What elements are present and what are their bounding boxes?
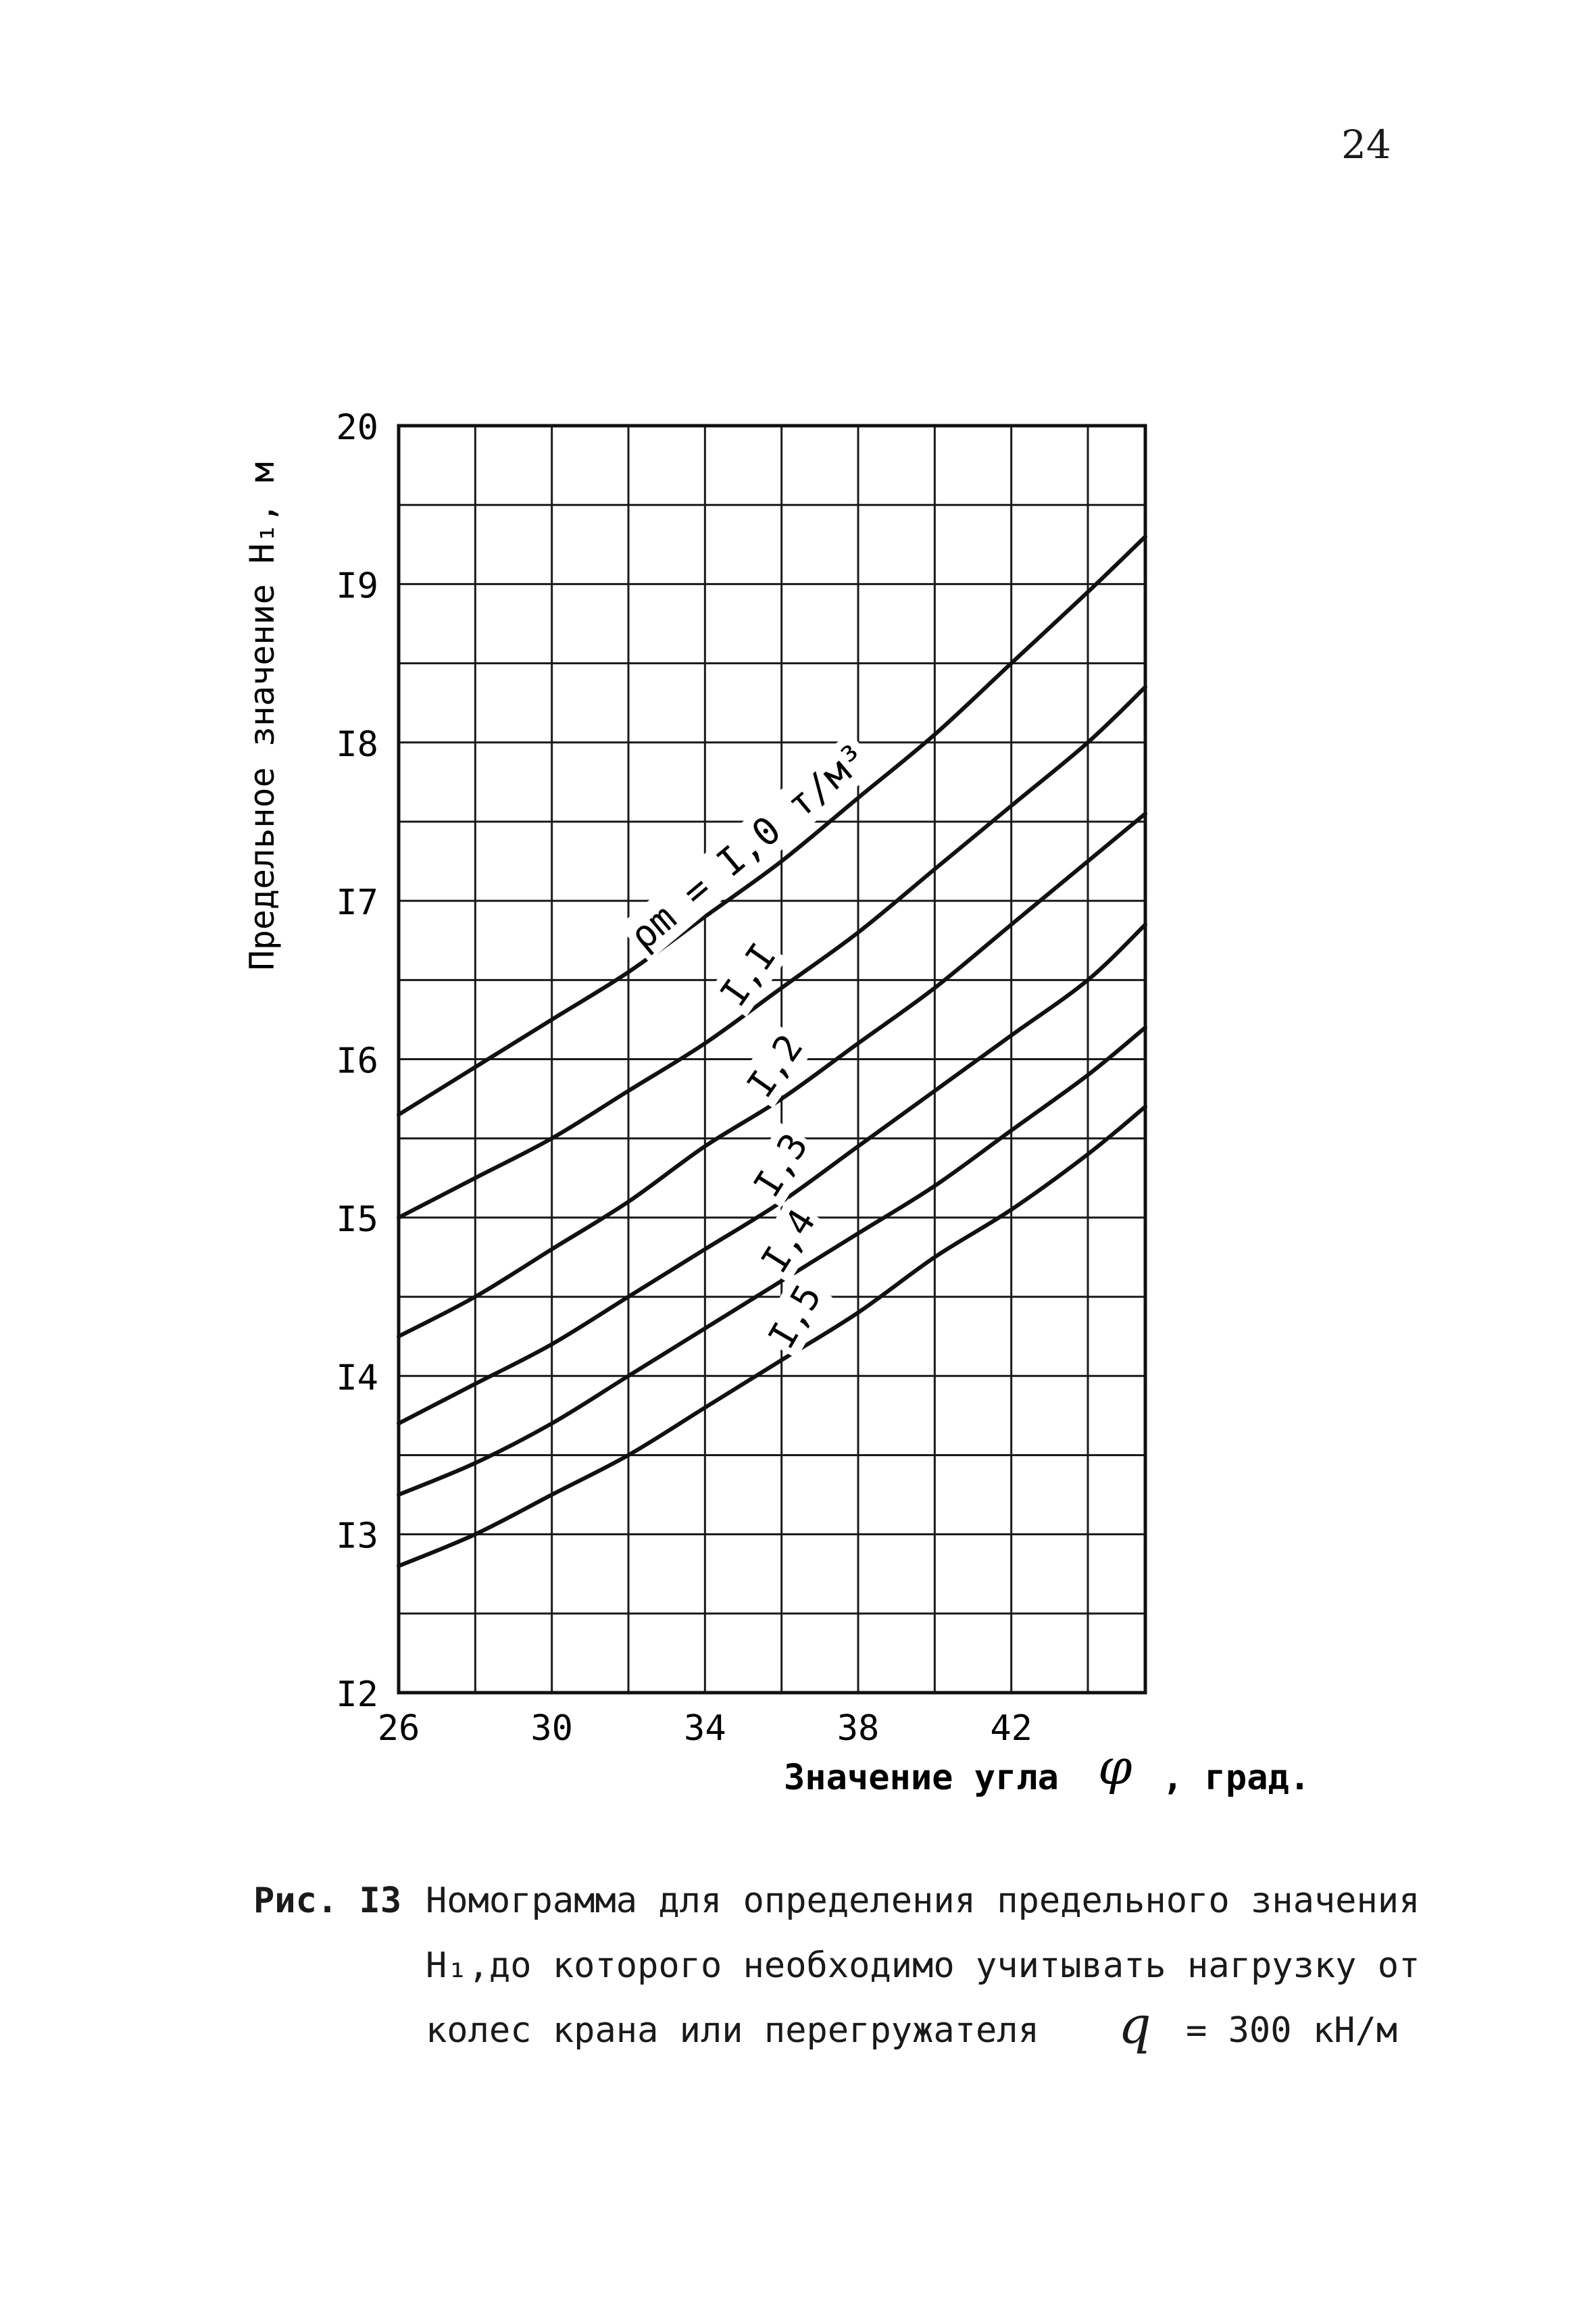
y-tick-label: I2 [336, 1674, 378, 1715]
curve-label-bg [750, 1198, 827, 1283]
y-axis-label: Предельное значение Н₁, м [243, 462, 282, 971]
x-tick-labels: 26 30 34 38 42 [378, 1708, 1032, 1749]
curve-label-bg [743, 1122, 819, 1208]
curve-label-bg [709, 932, 787, 1018]
x-axis-symbol: φ [1098, 1739, 1132, 1795]
caption-line-1: Номограмма для определения предельного з… [426, 1881, 1420, 1921]
chart-curve-labels: ρm = I,0 т/м³I,II,2I,3I,4I,5 [618, 732, 880, 1359]
caption-line-2: Н₁,до которого необходимо учитывать нагр… [426, 1945, 1420, 1986]
y-tick-label: I9 [336, 566, 378, 606]
y-tick-labels: I2 I3 I4 I5 I6 I7 I8 I9 20 [336, 407, 378, 1715]
y-tick-label: 20 [336, 407, 378, 448]
curve-3 [397, 812, 1147, 1339]
x-axis-label: Значение угла [784, 1758, 1059, 1798]
x-axis-unit: , град. [1162, 1758, 1310, 1798]
caption-q-symbol: q [1118, 1995, 1151, 2055]
chart-curves [397, 534, 1147, 1568]
y-tick-label: I7 [336, 882, 378, 923]
curve-label-2: I,I [712, 936, 784, 1014]
curve-2 [397, 684, 1147, 1220]
curve-label-bg [757, 1274, 832, 1359]
curve-label-3: I,2 [739, 1027, 812, 1105]
y-tick-label: I5 [336, 1199, 378, 1240]
caption-line-3: колес крана или перегружателя [426, 2010, 1039, 2051]
x-tick-label: 38 [837, 1708, 880, 1749]
plot-border [397, 424, 1147, 1695]
y-tick-label: I4 [336, 1358, 378, 1398]
caption-label: Рис. I3 [253, 1881, 402, 1921]
x-tick-label: 26 [378, 1708, 420, 1749]
page-number: 24 [1341, 122, 1391, 168]
x-tick-label: 34 [684, 1708, 726, 1749]
curve-label-bg [736, 1024, 814, 1109]
y-tick-label: I3 [336, 1516, 378, 1557]
curve-5 [397, 1025, 1147, 1497]
x-tick-label: 30 [530, 1708, 573, 1749]
curve-1 [397, 534, 1147, 1117]
curve-6 [397, 1104, 1147, 1568]
nomogram-chart: ρm = I,0 т/м³I,II,2I,3I,4I,5 I2I3I4I5I6I… [243, 407, 1310, 1798]
chart-frame [397, 424, 1147, 1695]
y-tick-label: I8 [336, 724, 378, 765]
x-tick-label: 42 [990, 1708, 1032, 1749]
curve-label-1: ρm = I,0 т/м³ [622, 735, 877, 959]
curve-label-bg [618, 732, 880, 962]
caption-q-value: = 300 кН/м [1186, 2010, 1398, 2051]
y-tick-label: I6 [336, 1041, 378, 1082]
